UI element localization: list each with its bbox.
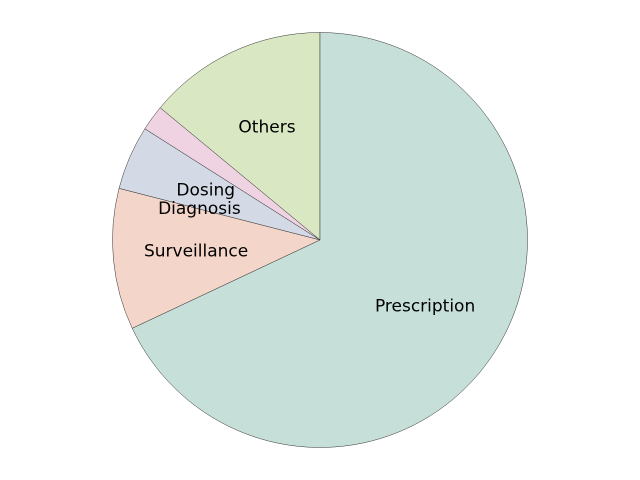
slice-label-surveillance: Surveillance <box>144 242 248 262</box>
slice-label-others: Others <box>238 117 295 137</box>
pie-slice-surveillance <box>112 188 321 329</box>
pie-slice-prescription <box>132 32 528 448</box>
slice-label-diagnosis: Diagnosis <box>158 199 241 219</box>
slice-label-dosing: Dosing <box>176 181 235 201</box>
pie-slice-others <box>159 32 321 241</box>
slice-label-prescription: Prescription <box>375 297 475 317</box>
pie-slices <box>112 32 528 448</box>
